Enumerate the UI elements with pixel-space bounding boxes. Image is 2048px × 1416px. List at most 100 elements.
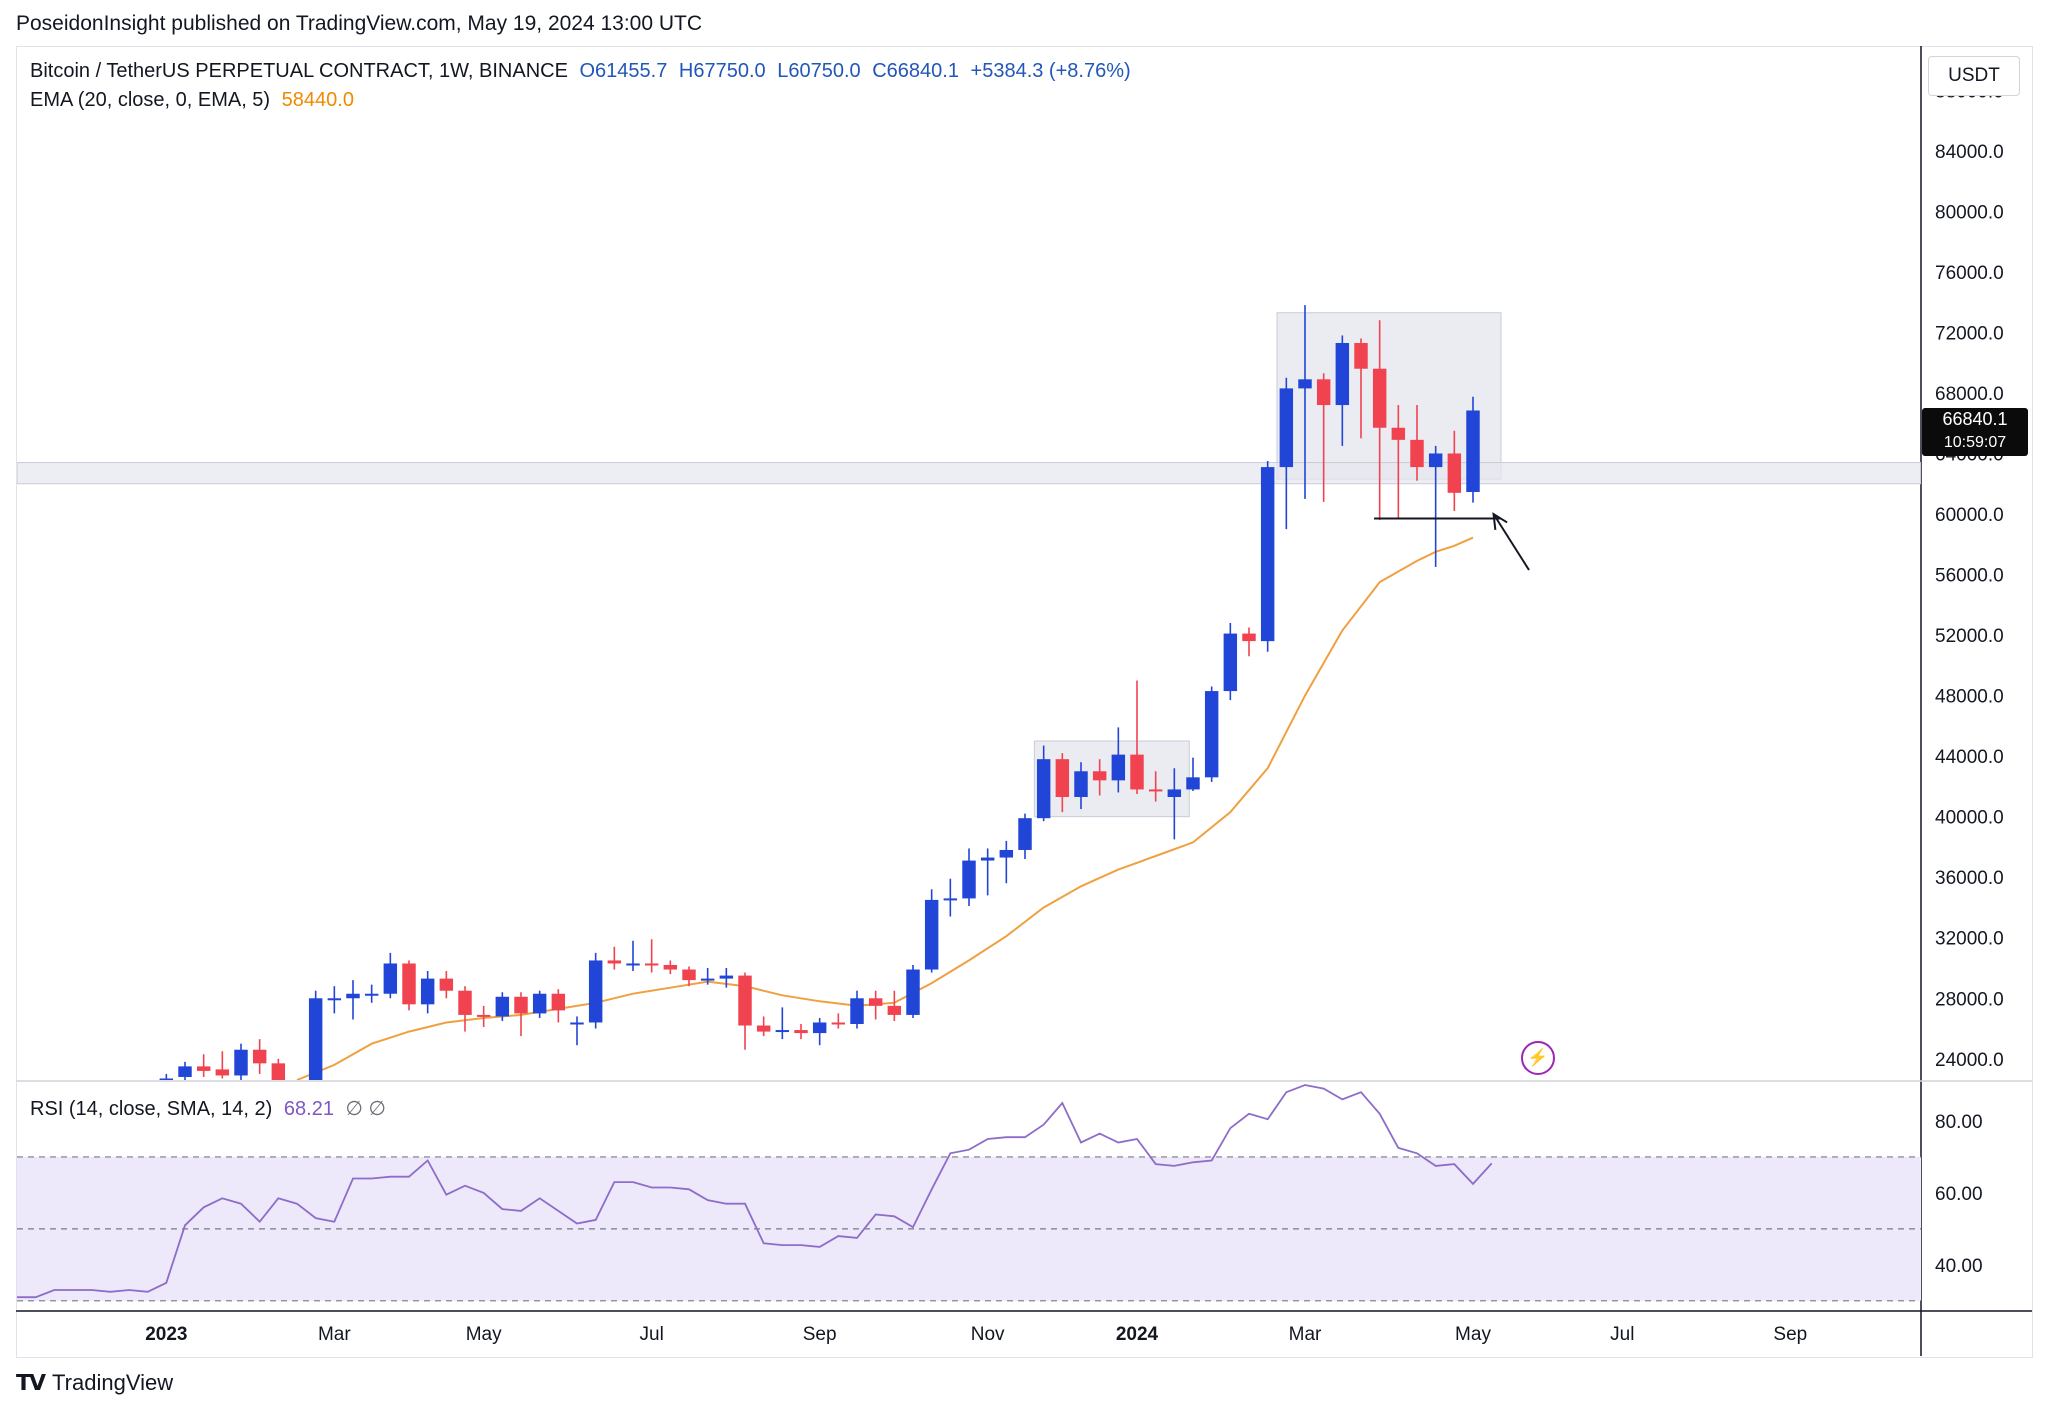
ema-value: 58440.0 (281, 89, 354, 111)
price-tick-label: 84000.0 (1935, 142, 2004, 163)
high-value: H67750.0 (678, 60, 766, 82)
price-tick-label: 48000.0 (1935, 687, 2004, 708)
candle-body (868, 998, 883, 1006)
rsi-line (17, 1084, 1493, 1299)
candle (1148, 771, 1163, 802)
candle (1018, 813, 1032, 860)
candle (962, 848, 976, 906)
candle (1055, 753, 1070, 813)
time-tick-label: Mar (318, 1324, 351, 1345)
candle-body (1279, 388, 1294, 468)
rsi-label[interactable]: RSI (14, close, SMA, 14, 2) (30, 1098, 273, 1120)
candle-body (159, 1078, 174, 1080)
candle (999, 840, 1014, 884)
time-tick-label: 2024 (1116, 1324, 1159, 1345)
candle (1428, 445, 1443, 567)
candle (458, 986, 472, 1032)
candle-body (327, 998, 342, 1001)
candle (570, 1016, 584, 1046)
candle (588, 952, 603, 1029)
candle (1466, 396, 1480, 503)
candle-body (887, 1005, 902, 1015)
price-tick-label: 52000.0 (1935, 626, 2004, 647)
candle (1186, 757, 1200, 791)
lightning-icon[interactable]: ⚡ (1521, 1041, 1555, 1075)
low-value: L60750.0 (777, 60, 861, 82)
candle-body (402, 963, 416, 1005)
candle (738, 972, 752, 1050)
candle-body (999, 849, 1014, 858)
candle-body (1036, 759, 1051, 819)
ema-label[interactable]: EMA (20, close, 0, EMA, 5) (30, 89, 271, 111)
candle-body (719, 975, 734, 979)
candle-body (626, 963, 640, 966)
candle-body (1260, 467, 1275, 642)
time-tick-label: Sep (1773, 1324, 1807, 1345)
candle-body (1148, 789, 1163, 792)
candle (252, 1039, 267, 1074)
candle (1242, 627, 1256, 657)
candle (1372, 320, 1387, 521)
candle-body (756, 1025, 771, 1032)
candle (1391, 405, 1406, 519)
time-tick-label: Mar (1289, 1324, 1322, 1345)
candle (887, 990, 902, 1021)
candle (551, 989, 566, 1023)
candle (626, 940, 640, 972)
candle-body (588, 960, 603, 1023)
candle-body (607, 960, 622, 964)
candle-body (1204, 691, 1219, 778)
candle-body (346, 993, 360, 999)
candle-body (1335, 342, 1350, 406)
candle-body (1316, 379, 1331, 406)
candle (1092, 759, 1107, 796)
price-tick-label: 72000.0 (1935, 323, 2004, 344)
ema-legend: EMA (20, close, 0, EMA, 5) 58440.0 (30, 89, 360, 112)
arrow-head (1492, 512, 1508, 531)
candle (271, 1058, 286, 1080)
candle (196, 1054, 211, 1077)
rsi-legend: RSI (14, close, SMA, 14, 2) 68.21 ∅ ∅ (30, 1096, 392, 1121)
close-value: C66840.1 (872, 60, 959, 82)
rsi-tick-label: 60.00 (1935, 1184, 1983, 1205)
candle (644, 939, 659, 973)
rsi-tick-label: 40.00 (1935, 1256, 1983, 1277)
price-tick-label: 32000.0 (1935, 929, 2004, 950)
candle (1298, 305, 1312, 499)
candle (943, 878, 958, 917)
candle-body (271, 1063, 286, 1080)
candle (476, 1005, 491, 1028)
candle-body (794, 1030, 808, 1034)
time-tick-label: May (1455, 1324, 1491, 1345)
time-tick-label: Sep (803, 1324, 837, 1345)
candle-body (364, 993, 379, 996)
time-tick-label: May (466, 1324, 502, 1345)
price-tick-label: 36000.0 (1935, 868, 2004, 889)
candle-body (420, 978, 435, 1005)
candle (514, 992, 528, 1037)
candle (850, 990, 864, 1029)
candle (383, 952, 398, 999)
candle-body (532, 993, 547, 1014)
candle-body (215, 1069, 230, 1076)
candle-body (644, 963, 659, 966)
candle (1204, 686, 1219, 782)
candle-body (1242, 633, 1256, 642)
candle-body (1428, 453, 1443, 468)
symbol-label[interactable]: Bitcoin / TetherUS PERPETUAL CONTRACT, 1… (30, 60, 568, 82)
brand-name: TradingView (52, 1370, 174, 1395)
candle (178, 1061, 192, 1080)
candle-body (1466, 410, 1480, 492)
rsi-extra: ∅ ∅ (345, 1098, 386, 1120)
candle (1074, 762, 1088, 810)
candle-body (252, 1049, 267, 1064)
time-tick-label: Nov (971, 1324, 1005, 1345)
candle-body (663, 964, 678, 970)
price-tick-label: 56000.0 (1935, 566, 2004, 587)
candle-body (906, 969, 920, 1015)
candle-body (383, 963, 398, 994)
candle (1260, 461, 1275, 652)
currency-button[interactable]: USDT (1928, 56, 2020, 96)
candle (682, 966, 696, 987)
